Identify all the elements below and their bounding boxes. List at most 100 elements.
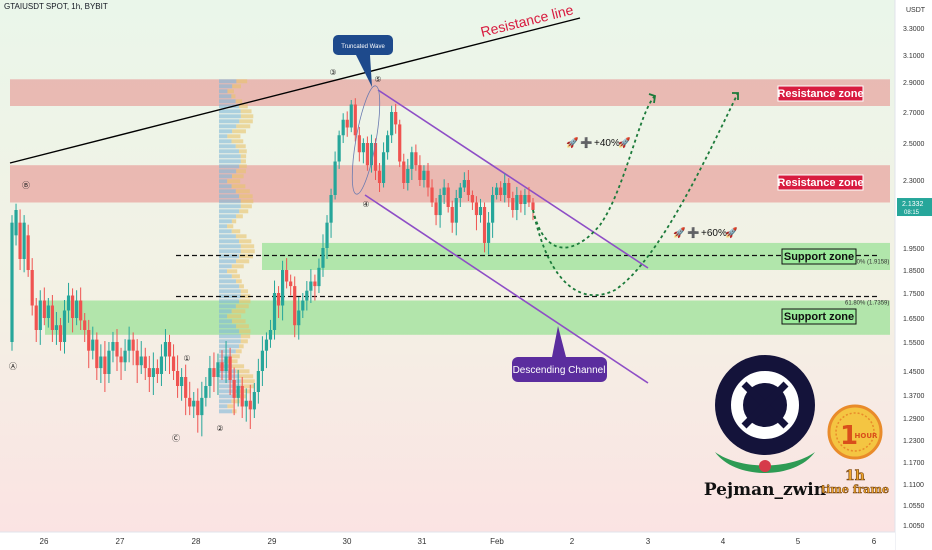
author-logo-slash: [741, 381, 789, 429]
volume-profile-bar: [232, 364, 245, 369]
wave-label: Ⓒ: [172, 434, 180, 443]
candle-body: [414, 152, 418, 166]
candle-body: [406, 168, 410, 183]
candle-body: [293, 286, 297, 326]
candle-body: [171, 356, 176, 371]
target-40-label: +40%: [594, 138, 620, 149]
candle-body: [155, 368, 159, 374]
volume-profile-bar: [219, 389, 239, 394]
candle-body: [462, 180, 466, 188]
volume-profile-bar: [239, 299, 251, 304]
volume-profile-bar: [219, 94, 232, 99]
candle-body: [66, 295, 71, 311]
volume-profile-bar: [219, 189, 236, 194]
wave-label: Ⓐ: [9, 362, 17, 371]
volume-profile-bar: [219, 114, 241, 119]
volume-profile-bar: [231, 274, 240, 279]
volume-profile-bar: [219, 184, 232, 189]
volume-profile-bar: [236, 279, 242, 284]
wave-highlight-ellipse: [351, 85, 381, 195]
volume-profile-bar: [240, 114, 254, 119]
y-tick-label: 1.8500: [903, 268, 925, 275]
candle-body: [232, 380, 236, 398]
currency-label: USDT: [906, 7, 926, 14]
candle-body: [527, 195, 531, 203]
candle-body: [212, 368, 216, 377]
candle-body: [519, 195, 523, 204]
volume-profile-bar: [239, 374, 254, 379]
volume-profile-bar: [227, 359, 238, 364]
volume-profile-bar: [239, 194, 253, 199]
channel-upper-line: [377, 89, 649, 269]
resistance-zone-label-box: [777, 85, 864, 102]
plus-icon: ➕: [580, 136, 592, 149]
volume-profile-bar: [231, 219, 237, 224]
candle-body: [381, 152, 386, 183]
candle-body: [280, 270, 285, 306]
volume-profile-bar: [239, 254, 254, 259]
volume-profile-bar: [219, 279, 237, 284]
x-tick-label: 29: [268, 537, 277, 546]
candle-body: [204, 386, 208, 398]
candle-body: [329, 195, 333, 223]
volume-profile-bar: [231, 229, 241, 234]
wave-label: ④: [362, 200, 369, 209]
candle-body: [87, 330, 91, 351]
candle-body: [143, 356, 147, 369]
candle-body: [83, 320, 87, 330]
candle-body: [507, 183, 511, 198]
y-tick-label: 1.7500: [903, 291, 925, 298]
volume-profile-bar: [219, 319, 232, 324]
volume-profile-bar: [231, 139, 244, 144]
candle-body: [224, 356, 228, 371]
candle-body: [131, 339, 135, 351]
x-tick-label: 26: [40, 537, 49, 546]
volume-profile-bar: [239, 344, 244, 349]
volume-profile-bar: [235, 99, 243, 104]
volume-profile-bar: [219, 299, 240, 304]
candle-body: [208, 368, 212, 386]
volume-profile-bar: [235, 304, 249, 309]
candle-body: [119, 356, 123, 363]
volume-profile-bar: [219, 139, 232, 144]
volume-profile-bar: [219, 159, 241, 164]
candle-body: [139, 356, 143, 366]
candle-body: [377, 170, 382, 183]
volume-profile-bar: [219, 369, 237, 374]
candle-body: [268, 330, 273, 340]
candle-body: [163, 342, 168, 357]
wave-label: Ⓑ: [22, 181, 30, 190]
volume-profile-bar: [232, 174, 244, 179]
candle-body: [325, 222, 329, 248]
candle-body: [398, 124, 402, 162]
candle-body: [91, 339, 95, 351]
volume-profile-bar: [238, 104, 248, 109]
volume-profile-bar: [239, 329, 251, 334]
volume-profile-bar: [219, 289, 241, 294]
volume-profile-bar: [227, 179, 241, 184]
resistance-zone-label: Resistance zone: [777, 177, 863, 189]
projection-arrowhead: [648, 93, 656, 104]
volume-profile-bar: [240, 154, 247, 159]
candle-body: [474, 202, 479, 216]
truncated-wave-label: Truncated Wave: [341, 44, 385, 50]
projection-path-2: [532, 92, 739, 297]
resistance-trendline: [9, 17, 581, 164]
candle-body: [511, 198, 515, 210]
candle-body: [75, 300, 79, 318]
volume-profile-bar: [219, 204, 241, 209]
y-tick-label: 1.4500: [903, 369, 925, 376]
volume-profile-bar: [240, 289, 249, 294]
volume-profile-bar: [219, 104, 239, 109]
volume-profile-bar: [232, 129, 246, 134]
candle-body: [196, 400, 200, 416]
y-tick-label: 1.9500: [903, 246, 925, 253]
hour-badge-ring: [835, 412, 875, 452]
candle-body: [42, 300, 46, 318]
y-tick-label: 1.2300: [903, 438, 925, 445]
candle-body: [285, 270, 289, 282]
candle-body: [434, 202, 438, 216]
support-zone-label-box: [781, 308, 857, 325]
